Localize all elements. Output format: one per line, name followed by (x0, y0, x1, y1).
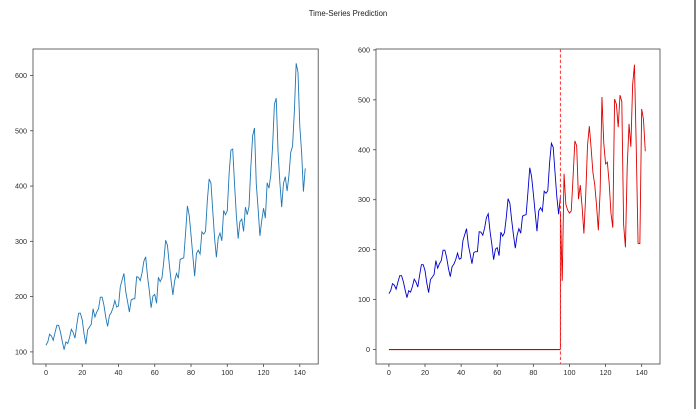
svg-text:600: 600 (15, 71, 27, 80)
svg-text:40: 40 (457, 368, 465, 377)
svg-text:120: 120 (600, 368, 612, 377)
svg-text:140: 140 (636, 368, 648, 377)
svg-text:200: 200 (358, 245, 370, 254)
svg-text:20: 20 (78, 368, 86, 377)
svg-text:100: 100 (221, 368, 233, 377)
svg-text:500: 500 (15, 126, 27, 135)
svg-text:200: 200 (15, 292, 27, 301)
svg-text:0: 0 (387, 368, 391, 377)
svg-text:40: 40 (114, 368, 122, 377)
svg-text:80: 80 (529, 368, 537, 377)
svg-text:140: 140 (294, 368, 306, 377)
svg-text:60: 60 (493, 368, 501, 377)
svg-text:100: 100 (358, 295, 370, 304)
svg-text:300: 300 (15, 237, 27, 246)
svg-text:600: 600 (358, 45, 370, 54)
svg-text:0: 0 (44, 368, 48, 377)
svg-text:0: 0 (366, 345, 370, 354)
svg-text:120: 120 (258, 368, 270, 377)
svg-text:400: 400 (15, 182, 27, 191)
svg-text:20: 20 (421, 368, 429, 377)
svg-text:300: 300 (358, 195, 370, 204)
svg-text:500: 500 (358, 95, 370, 104)
svg-text:100: 100 (563, 368, 575, 377)
svg-text:400: 400 (358, 145, 370, 154)
svg-text:60: 60 (151, 368, 159, 377)
svg-text:100: 100 (15, 347, 27, 356)
svg-text:80: 80 (187, 368, 195, 377)
